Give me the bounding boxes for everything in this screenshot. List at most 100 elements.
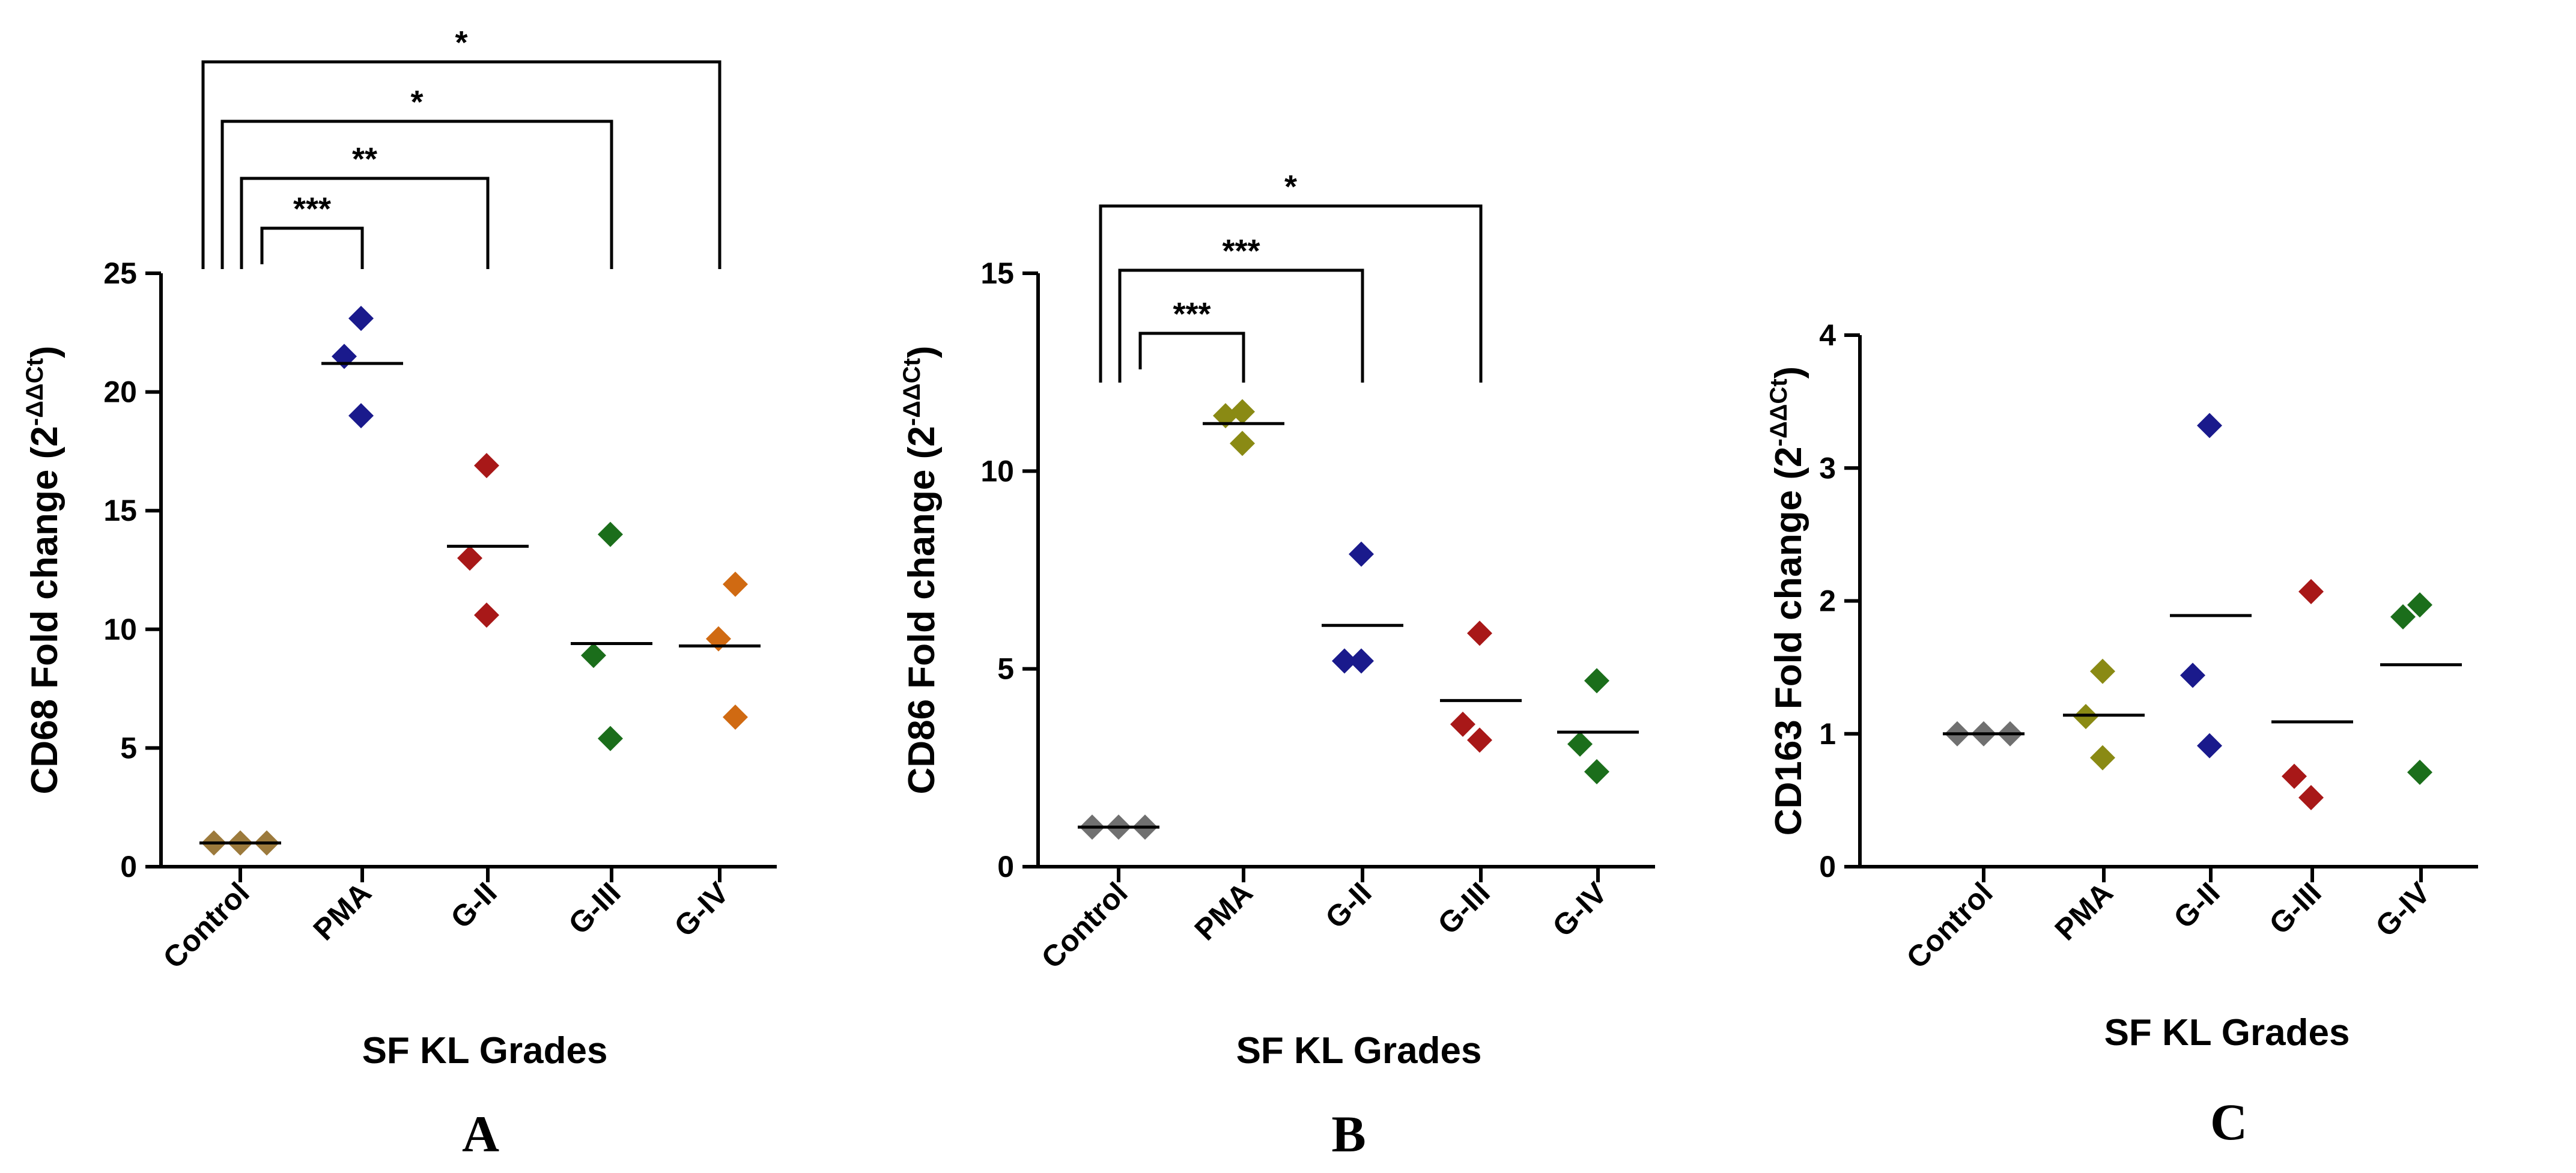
data-point xyxy=(348,306,374,332)
data-point xyxy=(581,643,606,668)
x-category-label: G-IV xyxy=(2369,876,2437,944)
panel-letter: B xyxy=(1331,1105,1365,1163)
significance-label: *** xyxy=(293,191,331,227)
data-point xyxy=(1467,620,1492,646)
y-tick-label: 4 xyxy=(1819,318,1836,352)
data-point xyxy=(598,521,623,547)
significance-bracket xyxy=(240,177,490,269)
x-category-label: G-II xyxy=(2167,876,2226,935)
data-point xyxy=(723,705,748,730)
x-category-label: G-III xyxy=(2262,876,2327,941)
y-axis-title-main: CD163 Fold change (2 xyxy=(1768,446,1809,835)
y-axis-title-superscript: -ΔΔCt xyxy=(899,358,925,426)
y-axis-title-close: ) xyxy=(1768,366,1809,379)
data-point xyxy=(2197,733,2222,759)
data-point xyxy=(2390,604,2416,630)
data-point xyxy=(2180,662,2205,688)
data-point xyxy=(474,602,499,628)
significance-label: *** xyxy=(1222,233,1260,269)
y-tick-label: 1 xyxy=(1819,717,1836,751)
y-tick-label: 2 xyxy=(1819,584,1836,618)
data-point xyxy=(474,453,499,479)
y-axis-title: CD68 Fold change (2-ΔΔCt) xyxy=(22,346,65,795)
panel-A: 0 5 10 15 20 25 Control PMA G-II G-III G-IV CD68 Fo… xyxy=(22,25,777,1163)
x-category-label: PMA xyxy=(2049,876,2119,947)
data-point xyxy=(2197,413,2222,438)
x-category-label: Control xyxy=(1900,876,1999,975)
x-axis-title: SF KL Grades xyxy=(2104,1012,2350,1053)
significance-label: * xyxy=(1284,169,1297,205)
data-point xyxy=(1213,403,1238,429)
significance-label: *** xyxy=(1173,296,1211,332)
data-point xyxy=(457,545,482,571)
y-tick-label: 20 xyxy=(103,375,137,409)
data-point xyxy=(1450,711,1475,737)
x-category-label: G-II xyxy=(1319,876,1378,935)
significance-label: * xyxy=(455,25,467,61)
panel-B: 0 5 10 15 Control PMA G-II G-III G-IV CD86 Fold c… xyxy=(899,169,1655,1163)
y-tick-label: 0 xyxy=(997,850,1014,884)
x-category-label: G-IV xyxy=(667,876,735,944)
significance-label: ** xyxy=(352,141,377,177)
data-point xyxy=(598,726,623,751)
x-category-label: G-III xyxy=(1431,876,1496,941)
data-point xyxy=(2090,745,2115,771)
y-tick-label: 15 xyxy=(103,494,137,527)
x-category-label: Control xyxy=(1035,876,1134,975)
data-point xyxy=(2407,759,2432,785)
data-point xyxy=(2282,763,2307,789)
y-tick-label: 10 xyxy=(103,613,137,646)
data-point xyxy=(1567,731,1593,757)
y-tick-label: 0 xyxy=(1819,850,1836,884)
data-point xyxy=(348,403,374,429)
y-tick-label: 3 xyxy=(1819,451,1836,485)
x-category-label: PMA xyxy=(307,876,378,947)
significance-bracket xyxy=(1118,268,1364,383)
data-point xyxy=(1584,668,1609,694)
data-point xyxy=(1349,541,1374,567)
data-point xyxy=(2090,658,2115,684)
x-axis-title: SF KL Grades xyxy=(1236,1030,1482,1071)
data-point xyxy=(706,626,731,652)
data-point xyxy=(723,571,748,597)
y-axis-title-main: CD86 Fold change (2 xyxy=(901,426,943,794)
x-category-label: G-III xyxy=(562,876,627,941)
y-axis-title-main: CD68 Fold change (2 xyxy=(24,426,65,794)
x-category-label: G-IV xyxy=(1546,876,1614,944)
y-axis-title-close: ) xyxy=(901,346,943,359)
x-axis-title: SF KL Grades xyxy=(362,1030,608,1071)
x-category-label: G-II xyxy=(444,876,503,935)
y-tick-label: 15 xyxy=(980,256,1014,290)
data-point xyxy=(2407,592,2432,618)
y-tick-label: 0 xyxy=(120,850,137,884)
y-axis-title: CD86 Fold change (2-ΔΔCt) xyxy=(899,346,943,795)
y-tick-label: 10 xyxy=(980,454,1014,488)
y-axis-title-superscript: -ΔΔCt xyxy=(22,358,48,426)
panel-letter: A xyxy=(462,1105,499,1163)
data-point xyxy=(1332,648,1357,674)
data-point xyxy=(1230,431,1255,456)
data-point xyxy=(2298,784,2324,810)
data-point xyxy=(2298,579,2324,605)
panel-letter: C xyxy=(2210,1093,2247,1151)
y-tick-label: 5 xyxy=(997,652,1014,686)
y-axis-title-close: ) xyxy=(24,346,65,359)
data-point xyxy=(1230,399,1255,425)
significance-bracket xyxy=(220,120,613,269)
y-tick-label: 25 xyxy=(103,256,137,290)
data-point xyxy=(1467,727,1492,753)
x-category-label: PMA xyxy=(1188,876,1259,947)
significance-bracket xyxy=(201,60,721,269)
significance-bracket xyxy=(260,226,364,269)
y-axis-title-superscript: -ΔΔCt xyxy=(1766,378,1792,446)
panel-C: 0 1 2 3 4 Control PMA G-II G-III G-IV CD163 Fold c… xyxy=(1766,318,2478,1151)
data-point xyxy=(332,344,357,369)
y-axis-title: CD163 Fold change (2-ΔΔCt) xyxy=(1766,366,1809,835)
x-category-label: Control xyxy=(157,876,256,975)
data-point xyxy=(1349,648,1374,674)
significance-label: * xyxy=(410,84,423,120)
significance-bracket xyxy=(1138,332,1245,383)
y-tick-label: 5 xyxy=(120,731,137,765)
data-point xyxy=(1584,759,1609,784)
